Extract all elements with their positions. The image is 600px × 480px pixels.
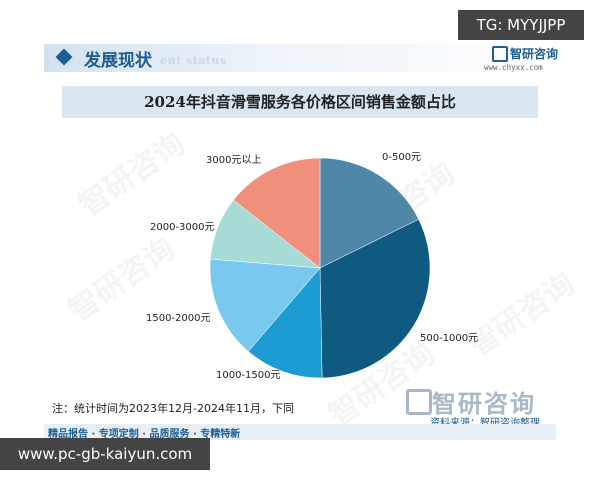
brand-logo-icon (492, 46, 508, 62)
section-header-band (44, 44, 556, 72)
slice-label: 2000-3000元 (150, 222, 215, 233)
chart-title-band (62, 86, 538, 118)
data-source: 资料来源：智研咨询整理 (430, 414, 540, 429)
section-subtitle: ent status (160, 54, 227, 67)
slice-label: 1500-2000元 (146, 313, 211, 324)
pie-slice (319, 218, 431, 379)
brand-logo-large-icon (406, 389, 432, 415)
brand-logo-large-text: 智研咨询 (432, 390, 536, 418)
slice-label: 1000-1500元 (216, 370, 281, 381)
slice-label: 0-500元 (382, 152, 421, 163)
footer-band (44, 424, 556, 440)
url-badge: www.pc-gb-kaiyun.com (0, 438, 210, 470)
footnote: 注：统计时间为2023年12月-2024年11月，下同 (52, 402, 294, 415)
footer-text: 精品报告 · 专项定制 · 品质服务 · 专精特新 (48, 429, 241, 440)
tg-badge: TG: MYYJJPP (458, 10, 584, 40)
pie-slice (233, 157, 321, 269)
slice-label: 500-1000元 (420, 333, 478, 344)
pie-slice (319, 157, 419, 269)
brand-logo-text: 智研咨询 (510, 47, 559, 61)
brand-url: www.chyxx.com (484, 63, 543, 72)
pie-slice (247, 267, 323, 379)
slice-label: 3000元以上 (206, 154, 261, 166)
chart-title: 2024年抖音滑雪服务各价格区间销售金额占比 (144, 93, 456, 111)
section-title: 发展现状 (84, 51, 152, 71)
pie-slice (209, 258, 321, 352)
